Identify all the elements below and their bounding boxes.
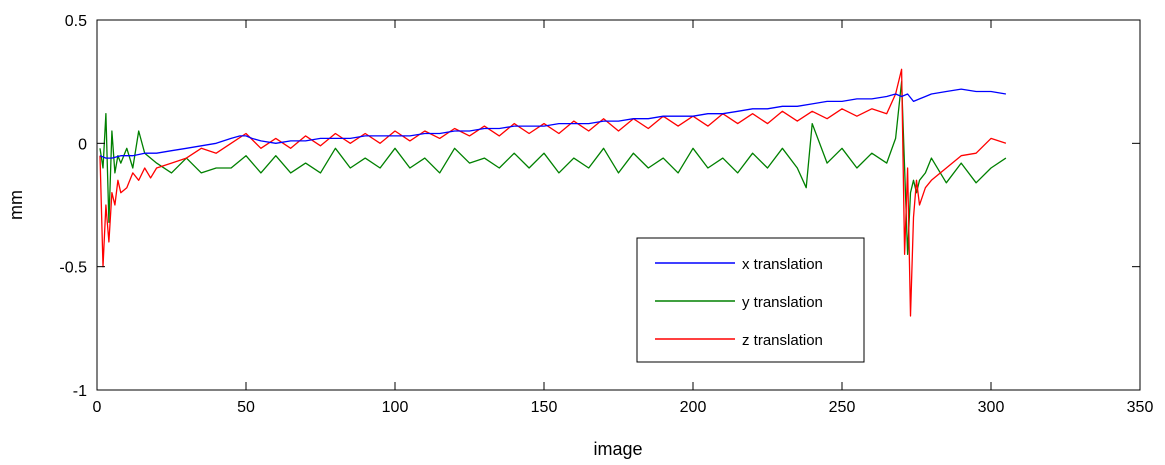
x-tick-label: 150 [531, 399, 558, 416]
legend: x translation y translation z translation [636, 237, 865, 363]
x-tick-label: 300 [978, 399, 1005, 416]
series-line-x-translation [99, 88, 1007, 159]
plot-area [97, 20, 1140, 390]
x-tick-label: 250 [829, 399, 856, 416]
x-tick-label: 100 [382, 399, 409, 416]
x-tick-label: 200 [680, 399, 707, 416]
y-axis-ticks: 0.5 0 -0.5 -1 [59, 13, 1140, 400]
y-tick-label: -0.5 [59, 260, 87, 277]
x-tick-label: 350 [1127, 399, 1154, 416]
legend-box [636, 237, 865, 363]
series-layer [99, 68, 1007, 317]
plot-frame [96, 19, 1141, 391]
x-axis-label: image [593, 439, 642, 459]
y-tick-label: 0 [78, 136, 87, 153]
x-tick-label: 0 [93, 399, 102, 416]
legend-label: x translation [742, 256, 823, 273]
x-axis-ticks: 0 50 100 150 200 250 300 350 [93, 20, 1154, 416]
y-axis-label: mm [6, 190, 26, 220]
series-line-z-translation [99, 68, 1007, 317]
legend-label: y translation [742, 294, 823, 311]
x-tick-label: 50 [237, 399, 255, 416]
y-tick-label: -1 [73, 383, 87, 400]
legend-label: z translation [742, 332, 823, 349]
y-tick-label: 0.5 [65, 13, 87, 30]
